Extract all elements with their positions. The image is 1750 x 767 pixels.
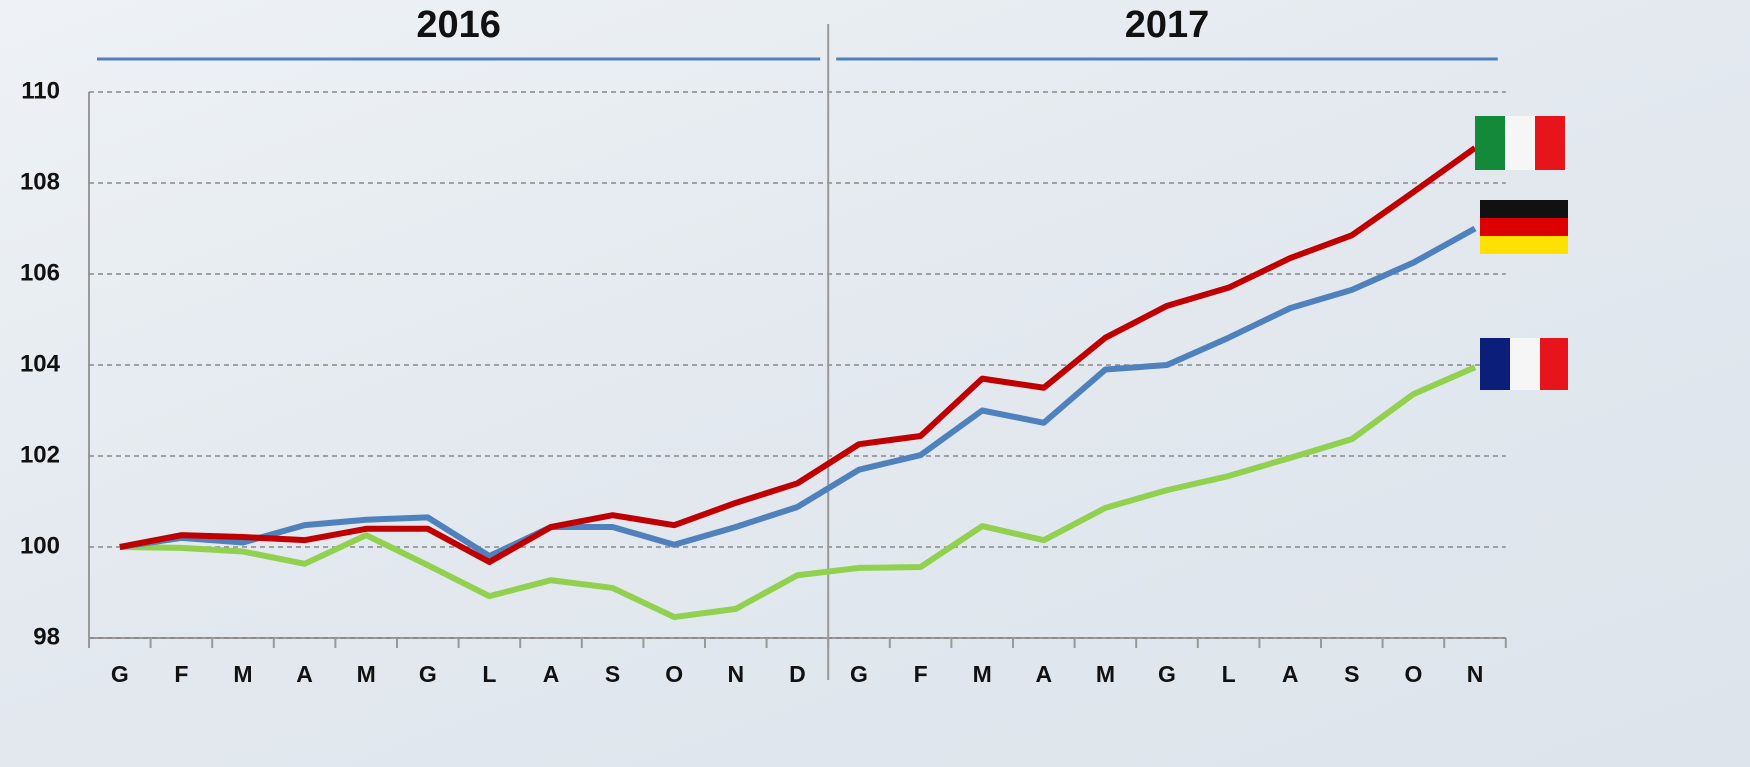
flag-france (1480, 338, 1568, 390)
y-tick-label: 110 (21, 77, 60, 104)
x-tick-label: N (727, 661, 744, 687)
x-tick-label: M (973, 661, 992, 687)
flag-italy (1475, 116, 1565, 170)
x-tick-label: L (482, 661, 496, 687)
y-tick-label: 100 (20, 532, 60, 559)
x-tick-label: D (789, 661, 806, 687)
x-tick-label: G (850, 661, 868, 687)
x-tick-label: N (1467, 661, 1484, 687)
x-tick-label: M (357, 661, 376, 687)
x-tick-label: A (296, 661, 313, 687)
x-tick-label: O (1404, 661, 1422, 687)
x-tick-label: G (1158, 661, 1176, 687)
x-tick-label: O (665, 661, 683, 687)
x-tick-label: L (1222, 661, 1236, 687)
flag-germany (1480, 200, 1568, 254)
x-tick-label: M (233, 661, 252, 687)
x-tick-label: A (1282, 661, 1299, 687)
x-tick-label: A (543, 661, 560, 687)
x-tick-label: G (419, 661, 437, 687)
x-tick-label: S (1344, 661, 1359, 687)
x-tick-label: M (1096, 661, 1115, 687)
x-tick-label: G (111, 661, 129, 687)
x-tick-label: A (1035, 661, 1052, 687)
year-label: 2016 (416, 4, 501, 46)
y-tick-label: 98 (33, 623, 60, 650)
x-tick-label: S (605, 661, 620, 687)
y-tick-label: 108 (20, 168, 60, 195)
y-tick-label: 102 (20, 441, 60, 468)
x-tick-label: F (174, 661, 188, 687)
x-tick-label: F (914, 661, 928, 687)
y-tick-label: 106 (20, 259, 60, 286)
series-line (119, 225, 1477, 560)
y-tick-label: 104 (20, 350, 61, 377)
series-line (119, 145, 1477, 566)
year-label: 2017 (1125, 4, 1210, 46)
series-line (119, 364, 1477, 621)
